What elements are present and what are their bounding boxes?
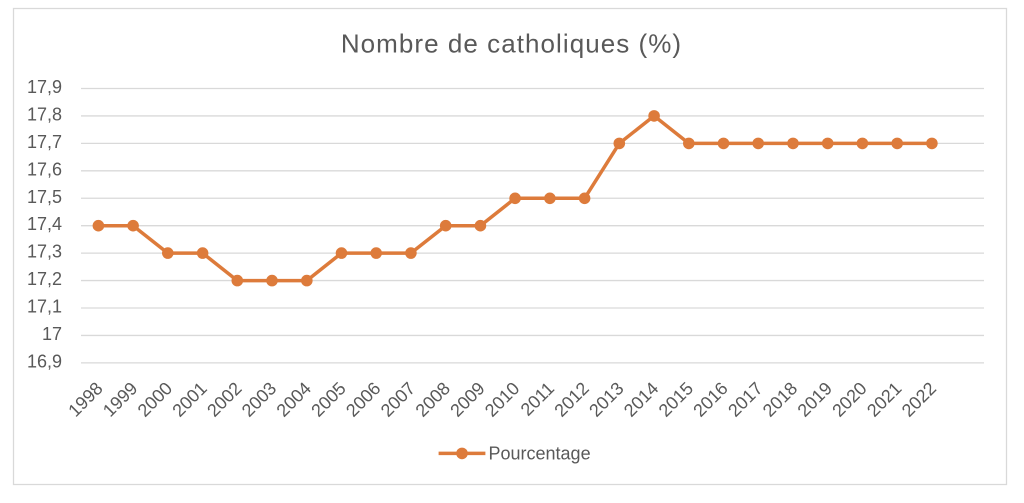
svg-text:17,9: 17,9 <box>27 77 62 97</box>
svg-text:17: 17 <box>42 324 62 344</box>
svg-text:17,2: 17,2 <box>27 269 62 289</box>
svg-text:17,8: 17,8 <box>27 104 62 124</box>
svg-text:17,5: 17,5 <box>27 187 62 207</box>
svg-text:16,9: 16,9 <box>27 351 62 371</box>
svg-text:Pourcentage: Pourcentage <box>489 444 591 464</box>
svg-text:Nombre de catholiques (%): Nombre de catholiques (%) <box>341 29 682 59</box>
svg-text:17,3: 17,3 <box>27 242 62 262</box>
svg-text:17,7: 17,7 <box>27 132 62 152</box>
svg-text:17,1: 17,1 <box>27 297 62 317</box>
svg-text:17,6: 17,6 <box>27 159 62 179</box>
svg-text:17,4: 17,4 <box>27 214 62 234</box>
